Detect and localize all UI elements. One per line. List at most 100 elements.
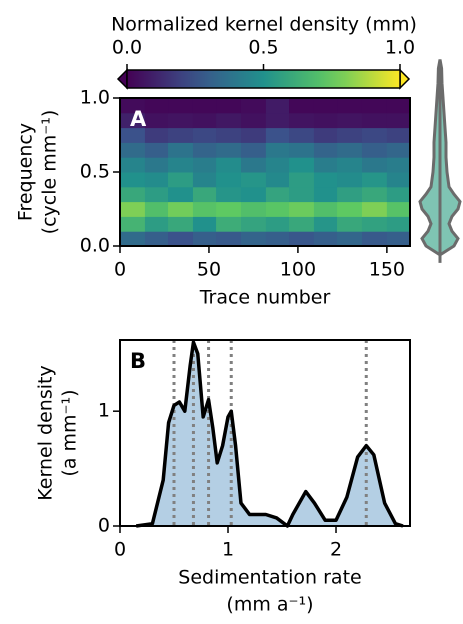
- heatmap-cell: [361, 157, 388, 173]
- heatmap-cell: [313, 127, 338, 143]
- axes-frame: [119, 339, 411, 527]
- heatmap-cell: [337, 157, 363, 173]
- colorbar: [126, 69, 401, 89]
- x-tick-label: 2: [330, 539, 342, 561]
- heatmap-cell: [144, 172, 169, 188]
- heatmap-cell: [386, 186, 411, 203]
- heatmap-cell: [168, 186, 194, 203]
- heatmap-cell: [240, 127, 267, 143]
- colorbar-extend-high: [399, 68, 411, 90]
- heatmap-cell: [265, 98, 290, 114]
- heatmap-cell: [168, 142, 194, 158]
- heatmap-cell: [120, 157, 146, 173]
- heatmap-cell: [192, 142, 217, 158]
- heatmap-cell: [120, 142, 146, 158]
- heatmap-cell: [337, 142, 363, 158]
- heatmap-cell: [289, 186, 315, 203]
- heatmap-cell: [289, 112, 315, 129]
- heatmap-cell: [216, 157, 242, 173]
- heatmap-cell: [313, 142, 338, 158]
- heatmap-cell: [289, 98, 315, 114]
- heatmap-cell: [265, 142, 290, 158]
- heatmap-cell: [192, 201, 217, 217]
- heatmap-cell: [240, 186, 267, 203]
- heatmap-cell: [337, 127, 363, 143]
- heatmap-cell: [144, 216, 169, 232]
- heatmap-cell: [168, 98, 194, 114]
- colorbar-extend-low: [116, 68, 128, 90]
- heatmap-cell: [144, 201, 169, 217]
- area-fill: [136, 342, 403, 526]
- heatmap-cell: [337, 231, 363, 247]
- heatmap-cell: [361, 216, 388, 232]
- y-tick-label: 0.0: [80, 235, 110, 257]
- x-axis-label: (mm a⁻¹): [226, 594, 313, 616]
- heatmap-cell: [216, 127, 242, 143]
- colorbar-title: Normalized kernel density (mm): [111, 14, 417, 36]
- heatmap-cell: [361, 231, 388, 247]
- heatmap-cell: [386, 127, 411, 143]
- heatmap-cell: [240, 201, 267, 217]
- heatmap-cell: [192, 127, 217, 143]
- heatmap-cell: [120, 231, 146, 247]
- heatmap-cell: [386, 157, 411, 173]
- heatmap-cell: [386, 172, 411, 188]
- heatmap-cell: [168, 201, 194, 217]
- heatmap-cell: [192, 172, 217, 188]
- y-axis-label: Kernel density: [35, 365, 57, 500]
- heatmap-cell: [361, 186, 388, 203]
- heatmap-cell: [192, 98, 217, 114]
- panel-label: A: [130, 107, 147, 131]
- heatmap-cell: [216, 112, 242, 129]
- heatmap-cell: [120, 127, 146, 143]
- density-line: [135, 340, 404, 528]
- heatmap-cell: [313, 172, 338, 188]
- heatmap-cell: [265, 112, 290, 129]
- heatmap-cell: [240, 231, 267, 247]
- heatmap-cell: [216, 201, 242, 217]
- heatmap-cell: [289, 142, 315, 158]
- colorbar-tick-label: 0.5: [248, 37, 278, 59]
- colorbar-tick-label: 1.0: [385, 37, 415, 59]
- x-tick-label: 50: [197, 259, 221, 281]
- heatmap-cell: [361, 142, 388, 158]
- heatmap-cell: [386, 201, 411, 217]
- heatmap-cell: [168, 157, 194, 173]
- heatmap-cell: [337, 112, 363, 129]
- heatmap-cell: [361, 172, 388, 188]
- heatmap-cell: [144, 127, 169, 143]
- heatmap-cell: [313, 98, 338, 114]
- heatmap-cell: [265, 201, 290, 217]
- heatmap-cell: [313, 186, 338, 203]
- heatmap-cell: [120, 201, 146, 217]
- heatmap-cell: [168, 216, 194, 232]
- heatmap-cell: [120, 216, 146, 232]
- x-tick-label: 0: [114, 259, 126, 281]
- x-tick-label: 1: [222, 539, 234, 561]
- heatmap-cell: [216, 216, 242, 232]
- x-tick-label: 0: [114, 539, 126, 561]
- heatmap-cell: [192, 186, 217, 203]
- x-axis-label: Trace number: [199, 287, 331, 309]
- heatmap-cell: [216, 186, 242, 203]
- heatmap-cell: [337, 172, 363, 188]
- heatmap-cell: [120, 172, 146, 188]
- heatmap-cell: [192, 216, 217, 232]
- heatmap-cell: [168, 127, 194, 143]
- heatmap-cell: [337, 98, 363, 114]
- heatmap-cell: [192, 157, 217, 173]
- heatmap-cell: [144, 157, 169, 173]
- heatmap-cell: [313, 112, 338, 129]
- heatmap-cell: [313, 157, 338, 173]
- heatmap-cell: [313, 231, 338, 247]
- heatmap-cell: [216, 172, 242, 188]
- heatmap-cell: [192, 231, 217, 247]
- heatmap-cell: [216, 231, 242, 247]
- heatmap-cell: [144, 98, 169, 114]
- y-tick-label: 0: [98, 515, 110, 537]
- heatmap-cell: [337, 216, 363, 232]
- heatmap-cell: [144, 231, 169, 247]
- heatmap-cell: [120, 112, 146, 129]
- y-tick-label: 1: [98, 400, 110, 422]
- heatmap-cell: [289, 127, 315, 143]
